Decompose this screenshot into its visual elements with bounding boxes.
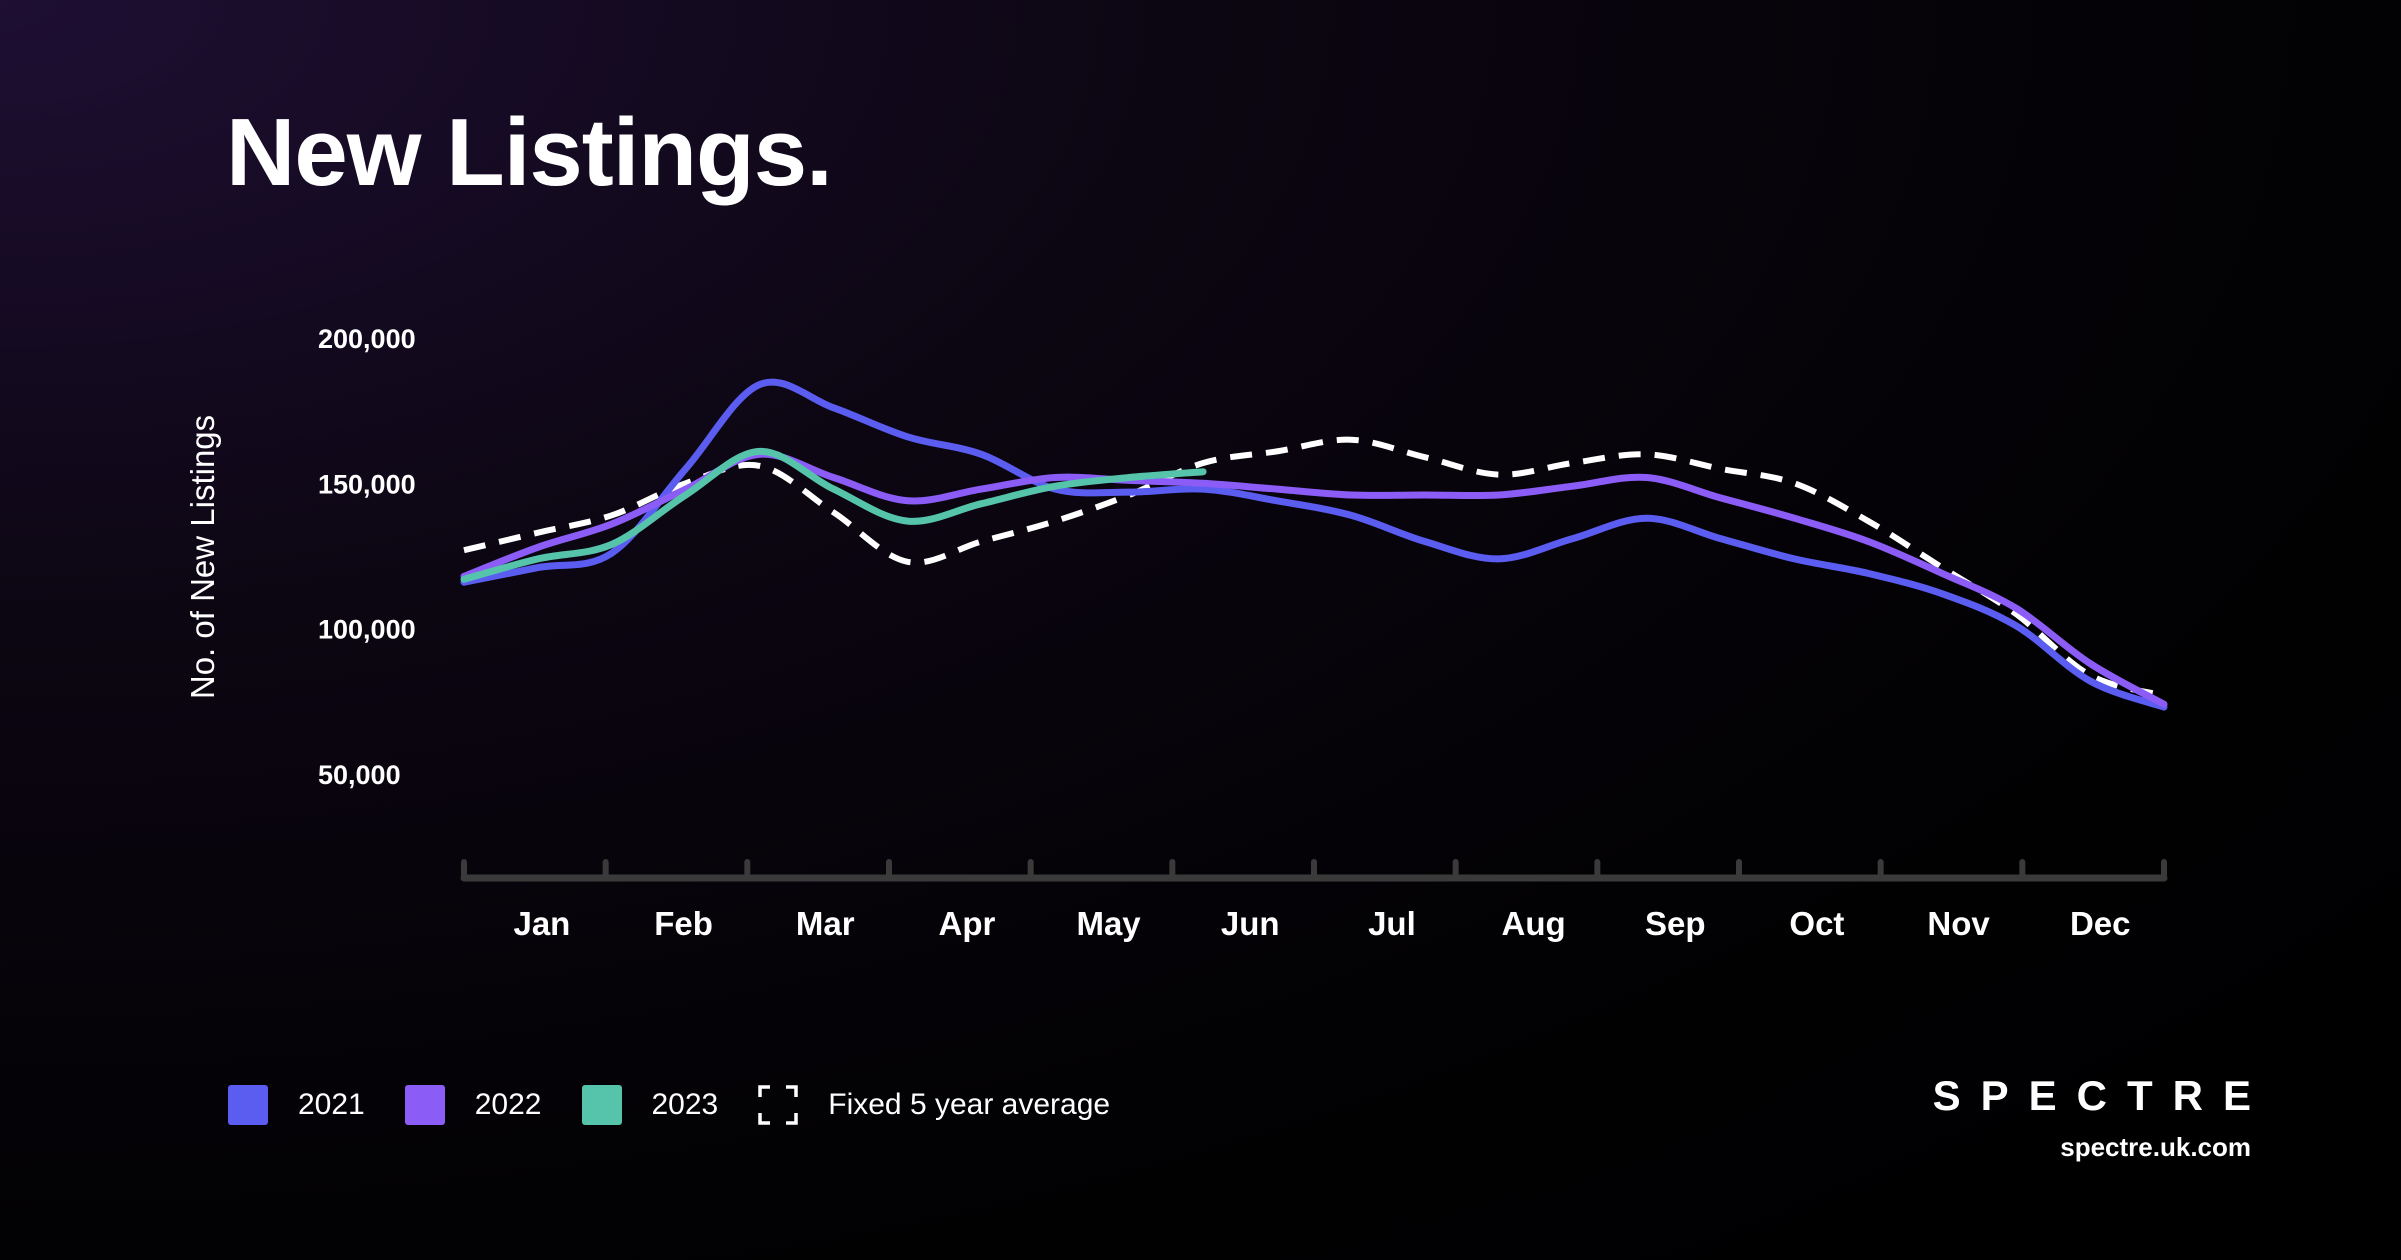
legend-swatch-2021 <box>228 1085 268 1125</box>
x-tick-label: Oct <box>1789 905 1844 942</box>
legend-item-2023: 2023 <box>581 1085 719 1125</box>
y-tick-label: 100,000 <box>318 615 416 645</box>
chart-title: New Listings. <box>226 99 833 206</box>
series-line-average <box>463 436 2165 699</box>
y-tick-label: 150,000 <box>318 469 416 499</box>
legend-label-average: Fixed 5 year average <box>828 1088 1111 1121</box>
brand-logo: SPECTRE <box>1932 1072 2271 1119</box>
series-line-2021 <box>460 378 2168 711</box>
legend: 2021 2022 2023 Fixed 5 year average <box>228 1083 1150 1127</box>
x-axis: Jan Feb Mar Apr May Jun Jul Aug Sep Oct Nov Dec <box>460 859 2168 942</box>
x-tick-label: Feb <box>654 905 713 942</box>
x-tick-label: Jun <box>1221 905 1280 942</box>
x-tick-label: Aug <box>1502 905 1566 942</box>
legend-swatch-2023 <box>581 1085 622 1125</box>
x-tick-label: Nov <box>1927 905 1990 942</box>
legend-label-2023: 2023 <box>651 1088 719 1121</box>
y-axis-title-group: No. of New Listings <box>184 415 221 699</box>
y-tick-label: 50,000 <box>318 760 401 790</box>
y-tick-labels: 200,000 150,000 100,000 50,000 <box>318 324 416 790</box>
y-tick-label: 200,000 <box>318 324 416 354</box>
series-line-2023 <box>460 447 1207 583</box>
series-line-2022 <box>460 450 2168 708</box>
x-tick-label: Sep <box>1645 905 1706 942</box>
x-tick-label: Jan <box>513 905 570 942</box>
legend-swatch-dashed-icon <box>758 1085 798 1125</box>
legend-item-2022: 2022 <box>404 1085 542 1125</box>
brand: SPECTRE spectre.uk.com <box>1933 1072 2251 1163</box>
y-axis-title: No. of New Listings <box>184 415 221 699</box>
legend-label-2022: 2022 <box>474 1088 542 1121</box>
legend-item-2021: 2021 <box>228 1085 365 1125</box>
legend-item-average: Fixed 5 year average <box>758 1085 1110 1125</box>
x-tick-label: May <box>1076 905 1141 942</box>
x-tick-label: Apr <box>938 905 995 942</box>
x-tick-label: Jul <box>1368 905 1416 942</box>
x-tick-label: Mar <box>796 905 855 942</box>
brand-url: spectre.uk.com <box>2060 1132 2251 1162</box>
legend-swatch-2022 <box>404 1085 445 1125</box>
x-tick-label: Dec <box>2070 905 2131 942</box>
legend-label-2021: 2021 <box>298 1088 365 1121</box>
series-lines <box>460 378 2168 711</box>
